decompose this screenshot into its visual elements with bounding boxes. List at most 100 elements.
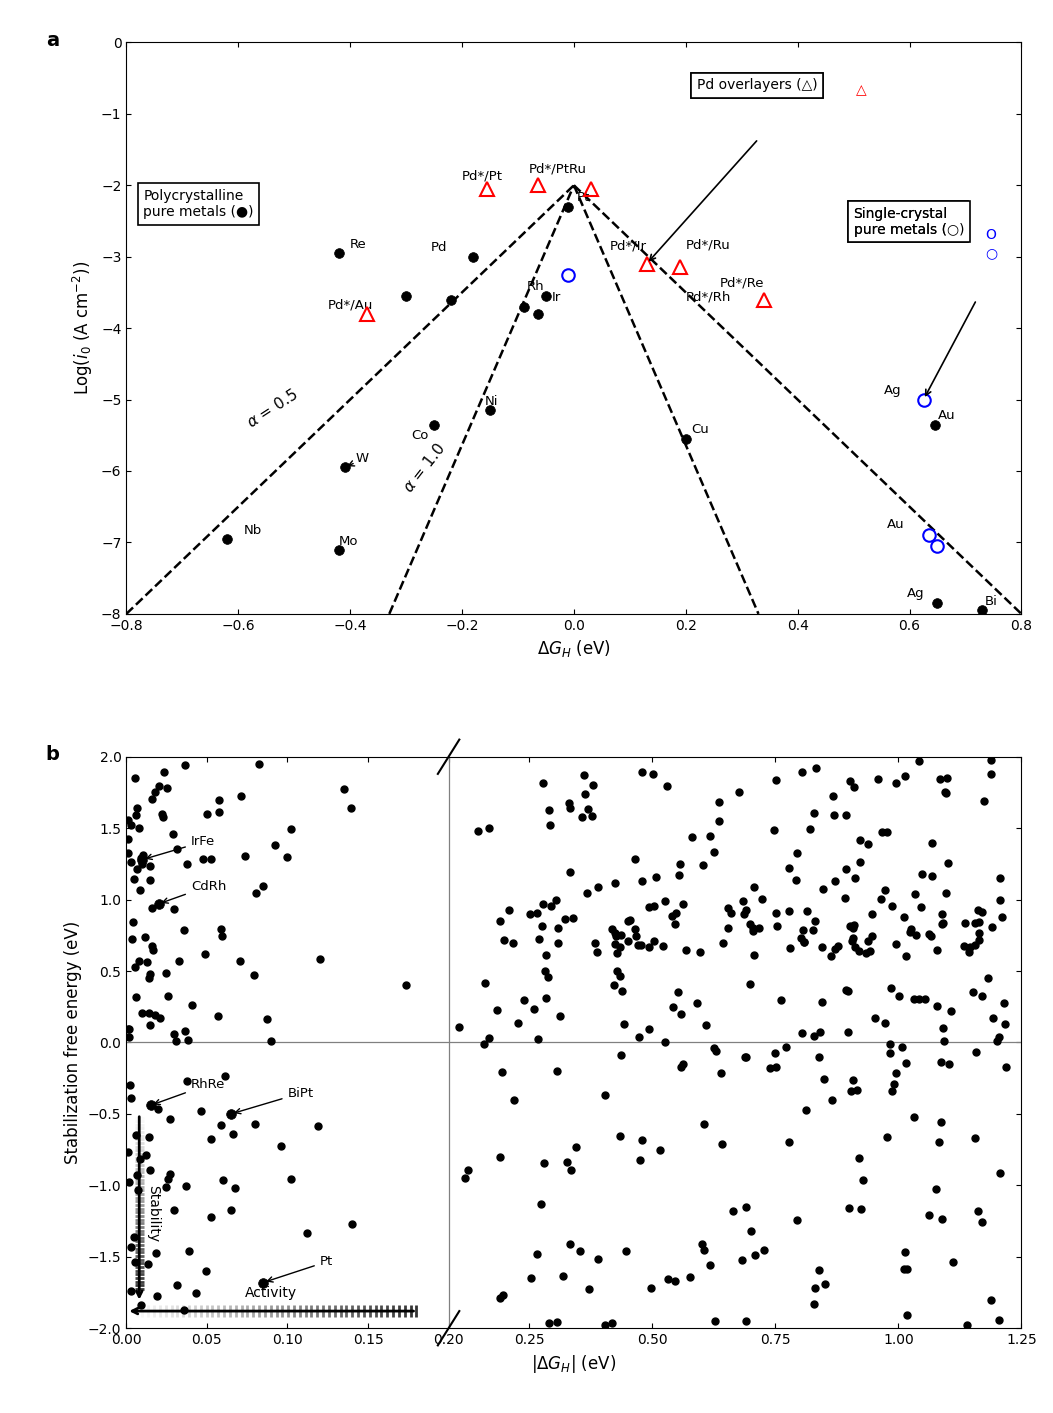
Point [127, 1123, 144, 1146]
Point [456, 1167, 473, 1190]
Text: CdRh: CdRh [162, 880, 226, 903]
Point [841, 916, 858, 938]
Point [842, 1080, 859, 1102]
Point [720, 896, 737, 918]
X-axis label: $\Delta G_H$ (eV): $\Delta G_H$ (eV) [537, 639, 611, 660]
Point [811, 1259, 828, 1282]
Point [851, 1146, 868, 1169]
Point [154, 803, 171, 825]
Point [120, 828, 137, 851]
Point [846, 914, 862, 937]
Point [273, 1135, 290, 1157]
Point [125, 868, 142, 890]
Point [813, 935, 830, 958]
Point [177, 753, 194, 776]
Point [128, 797, 145, 820]
Point [888, 1061, 905, 1084]
Point [874, 821, 891, 844]
Point [824, 786, 841, 808]
Point [162, 1108, 179, 1130]
Point [992, 868, 1009, 890]
Point [246, 1112, 263, 1135]
Point [397, 974, 414, 996]
Point [211, 788, 227, 811]
Point [767, 1041, 783, 1064]
Point [605, 974, 622, 996]
Point [689, 992, 706, 1015]
Point [202, 848, 219, 870]
Point [492, 1146, 509, 1169]
Point [612, 1125, 629, 1147]
Text: Pd*/PtRu: Pd*/PtRu [529, 162, 588, 175]
Point [177, 1019, 194, 1041]
Point [233, 784, 250, 807]
Text: $\alpha$ = 1.0: $\alpha$ = 1.0 [400, 439, 449, 496]
X-axis label: $|\Delta G_H|$ (eV): $|\Delta G_H|$ (eV) [532, 1352, 616, 1375]
Point [136, 926, 153, 948]
Point [806, 1293, 822, 1316]
Point [141, 869, 158, 892]
Point [608, 926, 624, 948]
Point [698, 1013, 715, 1036]
Point [123, 851, 140, 873]
Point [127, 804, 144, 827]
Point [940, 852, 957, 875]
Point [226, 1177, 243, 1200]
Point [140, 1125, 157, 1147]
Text: Au: Au [887, 519, 905, 531]
Point [742, 913, 759, 935]
Point [883, 1080, 900, 1102]
Text: Bi: Bi [985, 595, 998, 609]
Point [795, 918, 812, 941]
Point [168, 1030, 185, 1053]
Point [806, 801, 822, 824]
Point [997, 1012, 1014, 1034]
Point [147, 1241, 164, 1263]
Point [908, 924, 925, 947]
Point [859, 832, 876, 855]
Point [123, 1280, 140, 1303]
Point [901, 921, 918, 944]
Point [505, 1088, 522, 1111]
Text: Pd*/Ru: Pd*/Ru [686, 239, 731, 252]
Point [142, 1159, 159, 1181]
Point [559, 1150, 576, 1173]
Point [780, 900, 797, 923]
Point [893, 1036, 910, 1058]
Point [151, 774, 167, 797]
Point [808, 756, 824, 779]
Point [811, 1046, 828, 1068]
Point [480, 817, 497, 839]
Point [120, 1142, 137, 1164]
Text: Mo: Mo [339, 534, 358, 548]
Text: Co: Co [412, 430, 429, 442]
Point [708, 1040, 724, 1063]
Point [793, 927, 810, 950]
Point [156, 762, 173, 784]
Point [124, 911, 141, 934]
Point [245, 964, 262, 986]
Point [164, 822, 181, 845]
Point [155, 805, 172, 828]
Point [934, 911, 951, 934]
Point [846, 776, 862, 798]
Point [159, 1169, 176, 1191]
Point [788, 869, 804, 892]
Point [923, 832, 940, 855]
Point [811, 1020, 828, 1043]
Point [830, 935, 847, 958]
Point [197, 1260, 214, 1283]
Point [165, 1023, 182, 1046]
Point [827, 869, 843, 892]
Point [916, 988, 933, 1010]
Point [756, 1239, 773, 1262]
Point [541, 798, 558, 821]
Point [656, 1030, 673, 1053]
Text: Single-crystal
pure metals (: Single-crystal pure metals ( [854, 206, 948, 237]
Point [633, 760, 650, 783]
Point [580, 798, 597, 821]
Point [633, 934, 650, 957]
Point [166, 1198, 183, 1221]
Point [542, 814, 559, 836]
Point [580, 1277, 597, 1300]
